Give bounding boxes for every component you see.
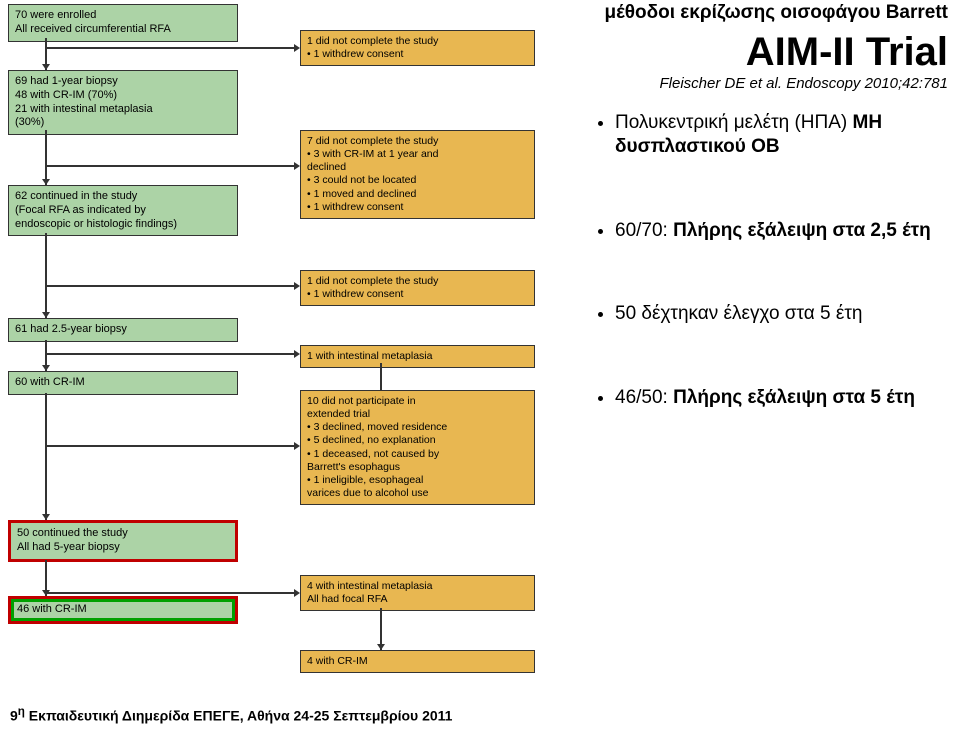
bullet-4: 46/50: Πλήρης εξάλειψη στα 5 έτη (615, 386, 948, 410)
text: 62 continued in the study (Focal RFA as … (15, 190, 231, 231)
text: 4 with intestinal metaplasia All had foc… (307, 580, 528, 606)
text: 46 with CR-IM (17, 603, 229, 617)
text: 61 had 2.5-year biopsy (15, 323, 231, 337)
bullet-1: Πολυκεντρική μελέτη (ΗΠΑ) ΜΗ δυσπλαστικο… (615, 111, 948, 159)
text: 1 did not complete the study • 1 withdre… (307, 275, 528, 301)
text: 1 with intestinal metaplasia (307, 350, 528, 363)
text: 1 did not complete the study • 1 withdre… (307, 35, 528, 61)
greek-header: μέθοδοι εκρίζωσης οισοφάγου Barrett (593, 2, 948, 24)
text: 4 with CR-IM (307, 655, 528, 668)
flowchart: 70 were enrolled All received circumfere… (0, 0, 580, 700)
trial-sub: Fleischer DE et al. Endoscopy 2010;42:78… (593, 75, 948, 93)
box-drop10: 10 did not participate in extended trial… (300, 390, 535, 505)
text: 69 had 1-year biopsy 48 with CR-IM (70%)… (15, 75, 231, 130)
box-cont62: 62 continued in the study (Focal RFA as … (8, 185, 238, 236)
bullet-3: 50 δέχτηκαν έλεγχο στα 5 έτη (615, 302, 948, 326)
box-drop1: 1 did not complete the study • 1 withdre… (300, 30, 535, 66)
trial-title: AIM-II Trial (593, 30, 948, 75)
box-drop7: 7 did not complete the study • 3 with CR… (300, 130, 535, 219)
box-25y-biopsy: 61 had 2.5-year biopsy (8, 318, 238, 342)
text: 10 did not participate in extended trial… (307, 395, 528, 500)
box-im4: 4 with intestinal metaplasia All had foc… (300, 575, 535, 611)
right-panel: μέθοδοι εκρίζωσης οισοφάγου Barrett AIM-… (593, 2, 948, 470)
box-im1: 1 with intestinal metaplasia (300, 345, 535, 368)
box-crim60: 60 with CR-IM (8, 371, 238, 395)
box-1y-biopsy: 69 had 1-year biopsy 48 with CR-IM (70%)… (8, 70, 238, 135)
bullet-list: Πολυκεντρική μελέτη (ΗΠΑ) ΜΗ δυσπλαστικο… (593, 111, 948, 410)
text: 50 continued the study All had 5-year bi… (17, 527, 229, 555)
box-crim46: 46 with CR-IM (8, 596, 238, 624)
box-crim4: 4 with CR-IM (300, 650, 535, 673)
text: 70 were enrolled All received circumfere… (15, 9, 231, 37)
box-drop1b: 1 did not complete the study • 1 withdre… (300, 270, 535, 306)
bullet-2: 60/70: Πλήρης εξάλειψη στα 2,5 έτη (615, 219, 948, 243)
box-enroll: 70 were enrolled All received circumfere… (8, 4, 238, 42)
text: 7 did not complete the study • 3 with CR… (307, 135, 528, 214)
box-cont50: 50 continued the study All had 5-year bi… (8, 520, 238, 562)
footer-note: 9η Εκπαιδευτική Διημερίδα ΕΠΕΓΕ, Αθήνα 2… (10, 705, 452, 724)
text: 60 with CR-IM (15, 376, 231, 390)
